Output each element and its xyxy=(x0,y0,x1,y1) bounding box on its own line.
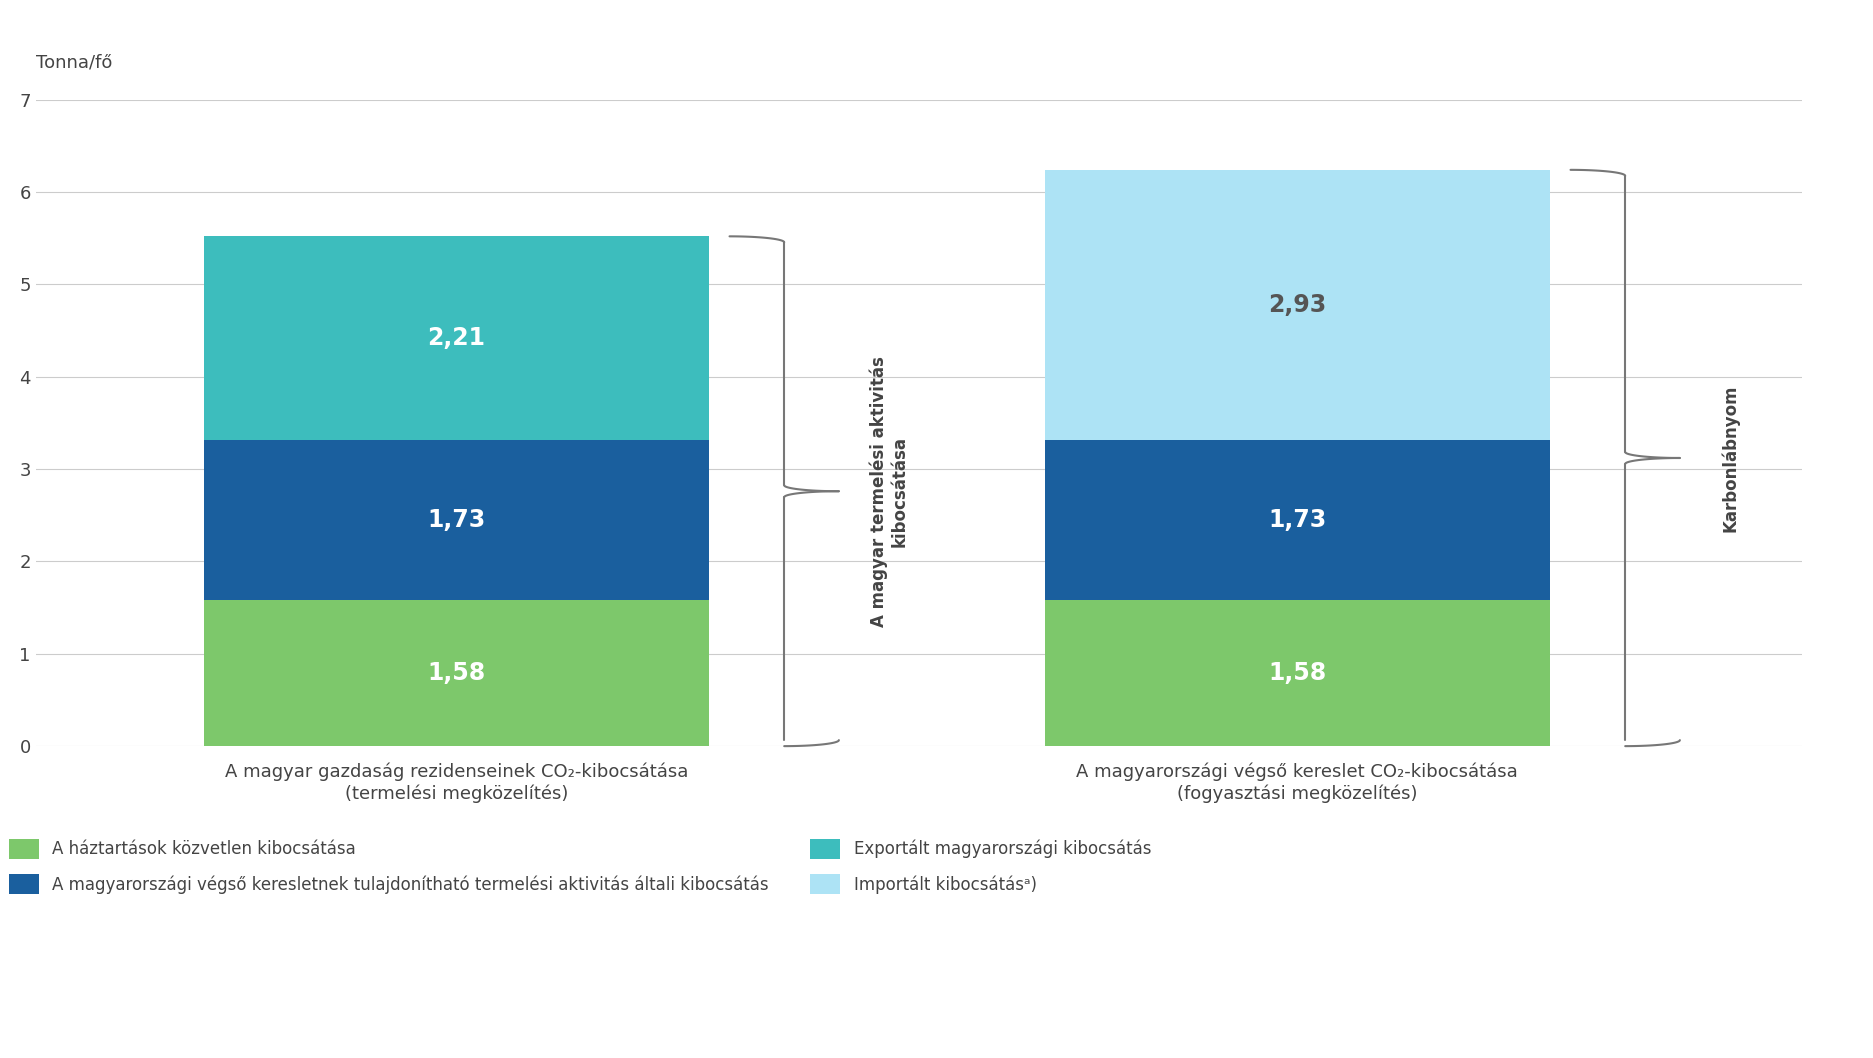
Bar xyxy=(204,236,708,440)
Text: Karbonlábnyom: Karbonlábnyom xyxy=(1721,384,1740,532)
Text: 1,58: 1,58 xyxy=(1268,661,1326,686)
Text: Tonna/fő: Tonna/fő xyxy=(36,54,112,72)
Text: 1,58: 1,58 xyxy=(427,661,485,686)
Bar xyxy=(204,600,708,746)
Legend: A háztartások közvetlen kibocsátása, A magyarországi végső keresletnek tulajdoní: A háztartások közvetlen kibocsátása, A m… xyxy=(9,839,1152,894)
Bar xyxy=(1045,440,1549,600)
Text: 2,21: 2,21 xyxy=(427,326,485,350)
Text: 1,73: 1,73 xyxy=(427,508,485,532)
Text: 1,73: 1,73 xyxy=(1268,508,1326,532)
Bar xyxy=(1045,600,1549,746)
Bar xyxy=(1045,170,1549,440)
Text: 2,93: 2,93 xyxy=(1268,293,1326,317)
Text: A magyar termelési aktivitás
kibocsátása: A magyar termelési aktivitás kibocsátása xyxy=(869,355,908,626)
Bar xyxy=(204,440,708,600)
